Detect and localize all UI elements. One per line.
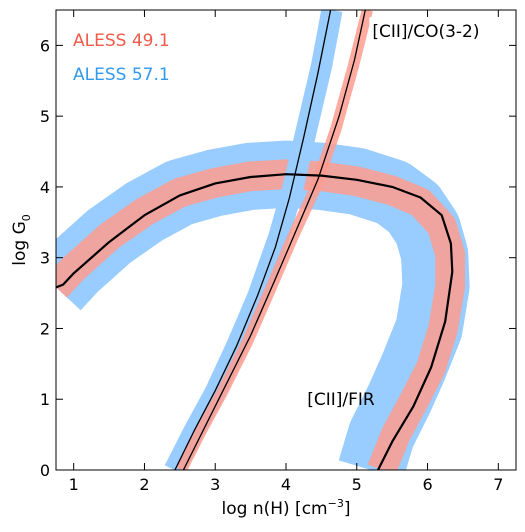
x-axis-title-sup: −3 — [328, 497, 344, 510]
y-axis-title-main: log G — [10, 221, 30, 266]
x-tick-label: 7 — [493, 475, 503, 494]
y-tick-label: 2 — [40, 319, 50, 338]
y-tick-label: 0 — [40, 461, 50, 480]
y-axis-title: log G0 — [10, 214, 33, 266]
y-tick-label: 3 — [40, 249, 50, 268]
annotation-cii-fir: [CII]/FIR — [307, 390, 375, 410]
curves-layer — [56, 10, 454, 470]
x-tick-label: 1 — [69, 475, 79, 494]
x-tick-label: 6 — [422, 475, 432, 494]
x-tick-label: 3 — [210, 475, 220, 494]
y-tick-label: 1 — [40, 390, 50, 409]
curve-co-blue-line — [174, 10, 332, 470]
x-axis-title-end: ] — [344, 499, 351, 519]
curve-co-red-line — [182, 10, 366, 470]
x-axis-title: log n(H) [cm−3] — [222, 497, 351, 519]
x-tick-label: 2 — [139, 475, 149, 494]
annotation-cii-co: [CII]/CO(3-2) — [372, 22, 479, 42]
legend-label-aless-49-1: ALESS 49.1 — [73, 31, 170, 51]
x-axis-title-main: log n(H) [cm — [222, 499, 328, 519]
x-tick-label: 5 — [352, 475, 362, 494]
curve-fir-thick — [56, 173, 454, 470]
annotation-background — [369, 17, 492, 44]
y-axis-title-sub: 0 — [20, 214, 33, 221]
y-tick-label: 4 — [40, 178, 50, 197]
y-tick-label: 5 — [40, 107, 50, 126]
legend-label-aless-57-1: ALESS 57.1 — [73, 65, 170, 85]
x-tick-label: 4 — [281, 475, 291, 494]
y-tick-label: 6 — [40, 36, 50, 55]
